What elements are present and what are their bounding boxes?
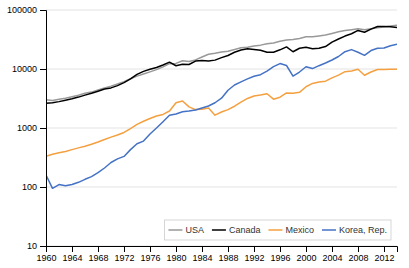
legend-label: USA xyxy=(185,225,204,235)
x-tick: 1988 xyxy=(218,246,238,263)
y-tick: 10000 xyxy=(12,64,46,74)
x-axis: 1960 1964 1968 1972 1976 1980 1984 1988 1992 1996… xyxy=(36,246,397,263)
legend-swatch xyxy=(322,229,336,231)
legend-item: Mexico xyxy=(268,225,314,235)
y-tick: 10 xyxy=(27,241,46,251)
x-tick: 2000 xyxy=(296,246,316,263)
x-tick-label: 1980 xyxy=(166,253,186,263)
x-tick-label: 1964 xyxy=(62,253,82,263)
y-tick-mark xyxy=(40,10,46,11)
x-tick: 1980 xyxy=(166,246,186,263)
x-tick-label: 1984 xyxy=(192,253,212,263)
x-tick-mark xyxy=(280,246,281,252)
x-tick-mark xyxy=(332,246,333,252)
legend-swatch xyxy=(212,229,226,231)
x-tick-mark xyxy=(306,246,307,252)
x-tick-mark xyxy=(202,246,203,252)
x-tick: 1964 xyxy=(62,246,82,263)
y-tick-label: 10000 xyxy=(12,64,37,74)
y-axis: 10 100 1000 10000 100000 xyxy=(7,5,47,251)
plot-area xyxy=(46,25,397,188)
x-tick-mark xyxy=(98,246,99,252)
x-tick-mark xyxy=(150,246,151,252)
x-tick: 1976 xyxy=(140,246,160,263)
y-tick-label: 100 xyxy=(22,182,37,192)
x-tick-mark xyxy=(384,246,385,252)
x-tick-label: 1972 xyxy=(114,253,134,263)
x-tick-label: 2008 xyxy=(348,253,368,263)
x-tick: 2012 xyxy=(374,246,394,263)
x-tick-label: 2004 xyxy=(322,253,342,263)
x-tick-label: 1996 xyxy=(270,253,290,263)
legend: USA Canada Mexico Korea, Rep. xyxy=(164,220,391,240)
x-tick-label: 2000 xyxy=(296,253,316,263)
x-tick-mark xyxy=(358,246,359,252)
y-axis-line xyxy=(40,11,47,247)
chart: 1960 1964 1968 1972 1976 1980 1984 1988 1992 1996… xyxy=(0,0,409,268)
series-line xyxy=(46,27,397,104)
x-tick-label: 1968 xyxy=(88,253,108,263)
y-tick-mark xyxy=(40,187,46,188)
legend-label: Canada xyxy=(229,225,261,235)
x-tick: 2004 xyxy=(322,246,342,263)
x-tick-label: 1976 xyxy=(140,253,160,263)
legend-swatch xyxy=(268,229,282,231)
x-tick: 2008 xyxy=(348,246,368,263)
x-tick: 1972 xyxy=(114,246,134,263)
grid-line-y xyxy=(46,10,397,11)
y-tick-label: 1000 xyxy=(17,123,37,133)
x-tick: 1996 xyxy=(270,246,290,263)
legend-item: Canada xyxy=(212,225,261,235)
y-tick: 100000 xyxy=(7,5,46,15)
x-tick-label: 1960 xyxy=(36,253,56,263)
x-tick: 1984 xyxy=(192,246,212,263)
legend-swatch xyxy=(168,229,182,231)
x-tick-label: 2012 xyxy=(374,253,394,263)
legend-item: USA xyxy=(168,225,204,235)
x-tick-label: 1992 xyxy=(244,253,264,263)
series-line xyxy=(46,69,397,156)
x-tick-mark xyxy=(254,246,255,252)
x-tick-label: 1988 xyxy=(218,253,238,263)
legend-label: Korea, Rep. xyxy=(339,225,387,235)
x-tick-mark xyxy=(176,246,177,252)
x-tick: 1992 xyxy=(244,246,264,263)
legend-item: Korea, Rep. xyxy=(322,225,387,235)
legend-box xyxy=(164,220,391,240)
x-tick-mark xyxy=(72,246,73,252)
y-tick-mark xyxy=(40,246,46,247)
y-tick: 100 xyxy=(22,182,46,192)
grid xyxy=(46,10,397,246)
grid-line-y xyxy=(46,69,397,70)
x-tick: 1968 xyxy=(88,246,108,263)
y-tick-label: 10 xyxy=(27,241,37,251)
y-tick-label: 100000 xyxy=(7,5,37,15)
y-tick-mark xyxy=(40,128,46,129)
y-tick-mark xyxy=(40,69,46,70)
legend-label: Mexico xyxy=(285,225,314,235)
y-tick: 1000 xyxy=(17,123,46,133)
grid-line-y xyxy=(46,128,397,129)
x-tick-mark xyxy=(124,246,125,252)
series-line xyxy=(46,44,397,188)
x-tick-mark xyxy=(228,246,229,252)
x-axis-line xyxy=(47,247,398,253)
x-tick: 1960 xyxy=(36,246,56,263)
grid-line-y xyxy=(46,187,397,188)
